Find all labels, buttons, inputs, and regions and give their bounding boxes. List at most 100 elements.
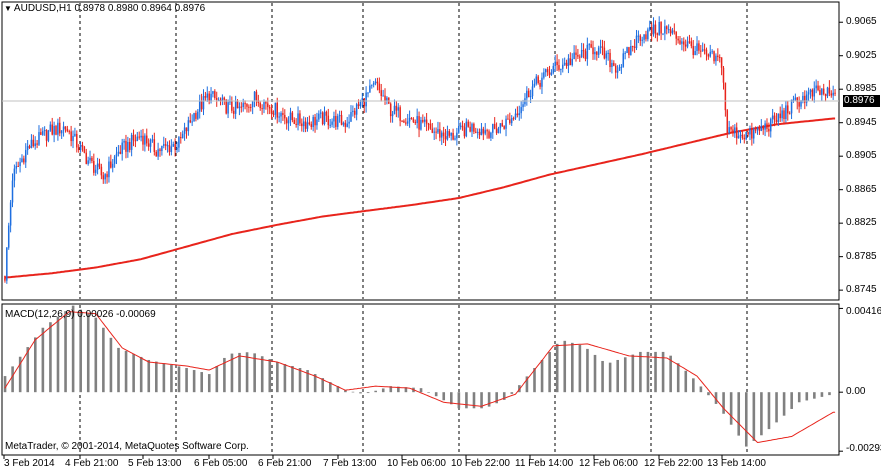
x-tick-label: 3 Feb 2014	[4, 458, 55, 469]
candle-body	[471, 123, 473, 132]
candle-body	[458, 125, 460, 133]
candle-body	[45, 129, 48, 141]
candle-body	[482, 128, 485, 134]
candle-body	[679, 40, 681, 44]
candle-body	[499, 123, 502, 129]
macd-histogram-bar	[230, 353, 234, 393]
macd-histogram-bar	[457, 392, 461, 409]
candle-body	[800, 101, 802, 107]
candle-body	[722, 67, 725, 83]
candle-body	[174, 144, 176, 150]
macd-panel	[1, 303, 840, 456]
macd-histogram-bar	[654, 351, 657, 393]
candle-body	[183, 127, 186, 134]
macd-histogram-bar	[548, 351, 551, 393]
candle-body	[265, 102, 267, 104]
candle-body	[726, 110, 729, 134]
candle-body	[456, 132, 458, 139]
candle-body	[335, 115, 337, 127]
candle-body	[384, 95, 386, 101]
candle-body	[238, 106, 241, 109]
candle-body	[683, 41, 685, 45]
candle-body	[756, 128, 759, 130]
macd-y-tick-label: 0.00	[846, 386, 866, 398]
candle-body	[215, 97, 218, 100]
macd-histogram-bar	[578, 344, 582, 393]
x-tick-label: 5 Feb 13:00	[128, 458, 182, 469]
candle-body	[346, 123, 348, 127]
macd-histogram-bar	[760, 392, 763, 436]
candle-body	[13, 168, 16, 181]
candle-body	[429, 123, 432, 129]
triangle-down-icon[interactable]: ▼	[4, 4, 12, 13]
candle-body	[495, 128, 498, 134]
candle-body	[452, 132, 454, 140]
candle-body	[89, 157, 91, 161]
candle-body	[185, 127, 188, 132]
macd-histogram-bar	[472, 392, 476, 409]
y-tick-label: 0.8785	[846, 250, 877, 262]
y-tick-label: 0.8905	[846, 150, 877, 162]
candle-body	[592, 47, 594, 55]
candle-body	[579, 56, 581, 58]
candle-body	[274, 102, 277, 115]
candle-body	[325, 111, 328, 116]
symbol-label: AUDUSD,H1	[13, 3, 72, 14]
candle-body	[465, 121, 468, 137]
candle-body	[342, 122, 345, 125]
macd-histogram-bar	[699, 386, 703, 393]
candle-body	[19, 162, 21, 167]
candle-body	[253, 91, 256, 101]
macd-histogram-bar	[245, 352, 249, 393]
candle-body	[584, 51, 587, 59]
candle-body	[361, 98, 364, 103]
macd-histogram-bar	[820, 392, 824, 397]
candle-body	[68, 131, 70, 133]
candle-body	[628, 47, 630, 56]
macd-histogram-bar	[714, 392, 718, 404]
macd-histogram-bar	[11, 366, 14, 393]
candle-body	[526, 90, 528, 99]
macd-histogram-bar	[41, 327, 45, 393]
macd-histogram-bar	[381, 388, 385, 393]
candle-body	[111, 163, 114, 168]
macd-histogram-bar	[397, 386, 400, 393]
candle-body	[783, 110, 785, 120]
candle-body	[166, 145, 169, 147]
candle-body	[297, 113, 299, 126]
candle-body	[212, 91, 214, 94]
macd-histogram-bar	[540, 359, 544, 393]
candle-body	[242, 103, 244, 108]
macd-histogram-bar	[132, 353, 135, 393]
candle-body	[650, 27, 653, 35]
candle-body	[422, 119, 424, 122]
candle-body	[596, 51, 598, 55]
candle-body	[187, 120, 190, 132]
macd-histogram-bar	[767, 392, 771, 430]
candle-body	[647, 29, 649, 40]
candle-body	[573, 52, 575, 59]
candle-body	[622, 53, 625, 67]
macd-histogram-bar	[608, 362, 612, 393]
macd-histogram-bar	[729, 392, 733, 425]
candle-body	[21, 158, 23, 163]
candle-body	[115, 153, 118, 157]
candle-body	[660, 22, 662, 34]
candle-body	[251, 100, 254, 107]
candle-body	[338, 115, 341, 117]
macd-histogram-bar	[707, 392, 710, 396]
candle-body	[811, 89, 814, 97]
candle-body	[809, 89, 812, 93]
candle-body	[255, 91, 258, 100]
candle-body	[563, 62, 566, 65]
candle-body	[560, 68, 562, 70]
candle-body	[688, 41, 691, 43]
macd-histogram-bar	[616, 359, 619, 393]
candle-body	[261, 108, 263, 110]
candle-body	[724, 82, 727, 111]
macd-histogram-bar	[71, 305, 75, 393]
candle-body	[586, 44, 589, 59]
candle-body	[531, 86, 534, 97]
